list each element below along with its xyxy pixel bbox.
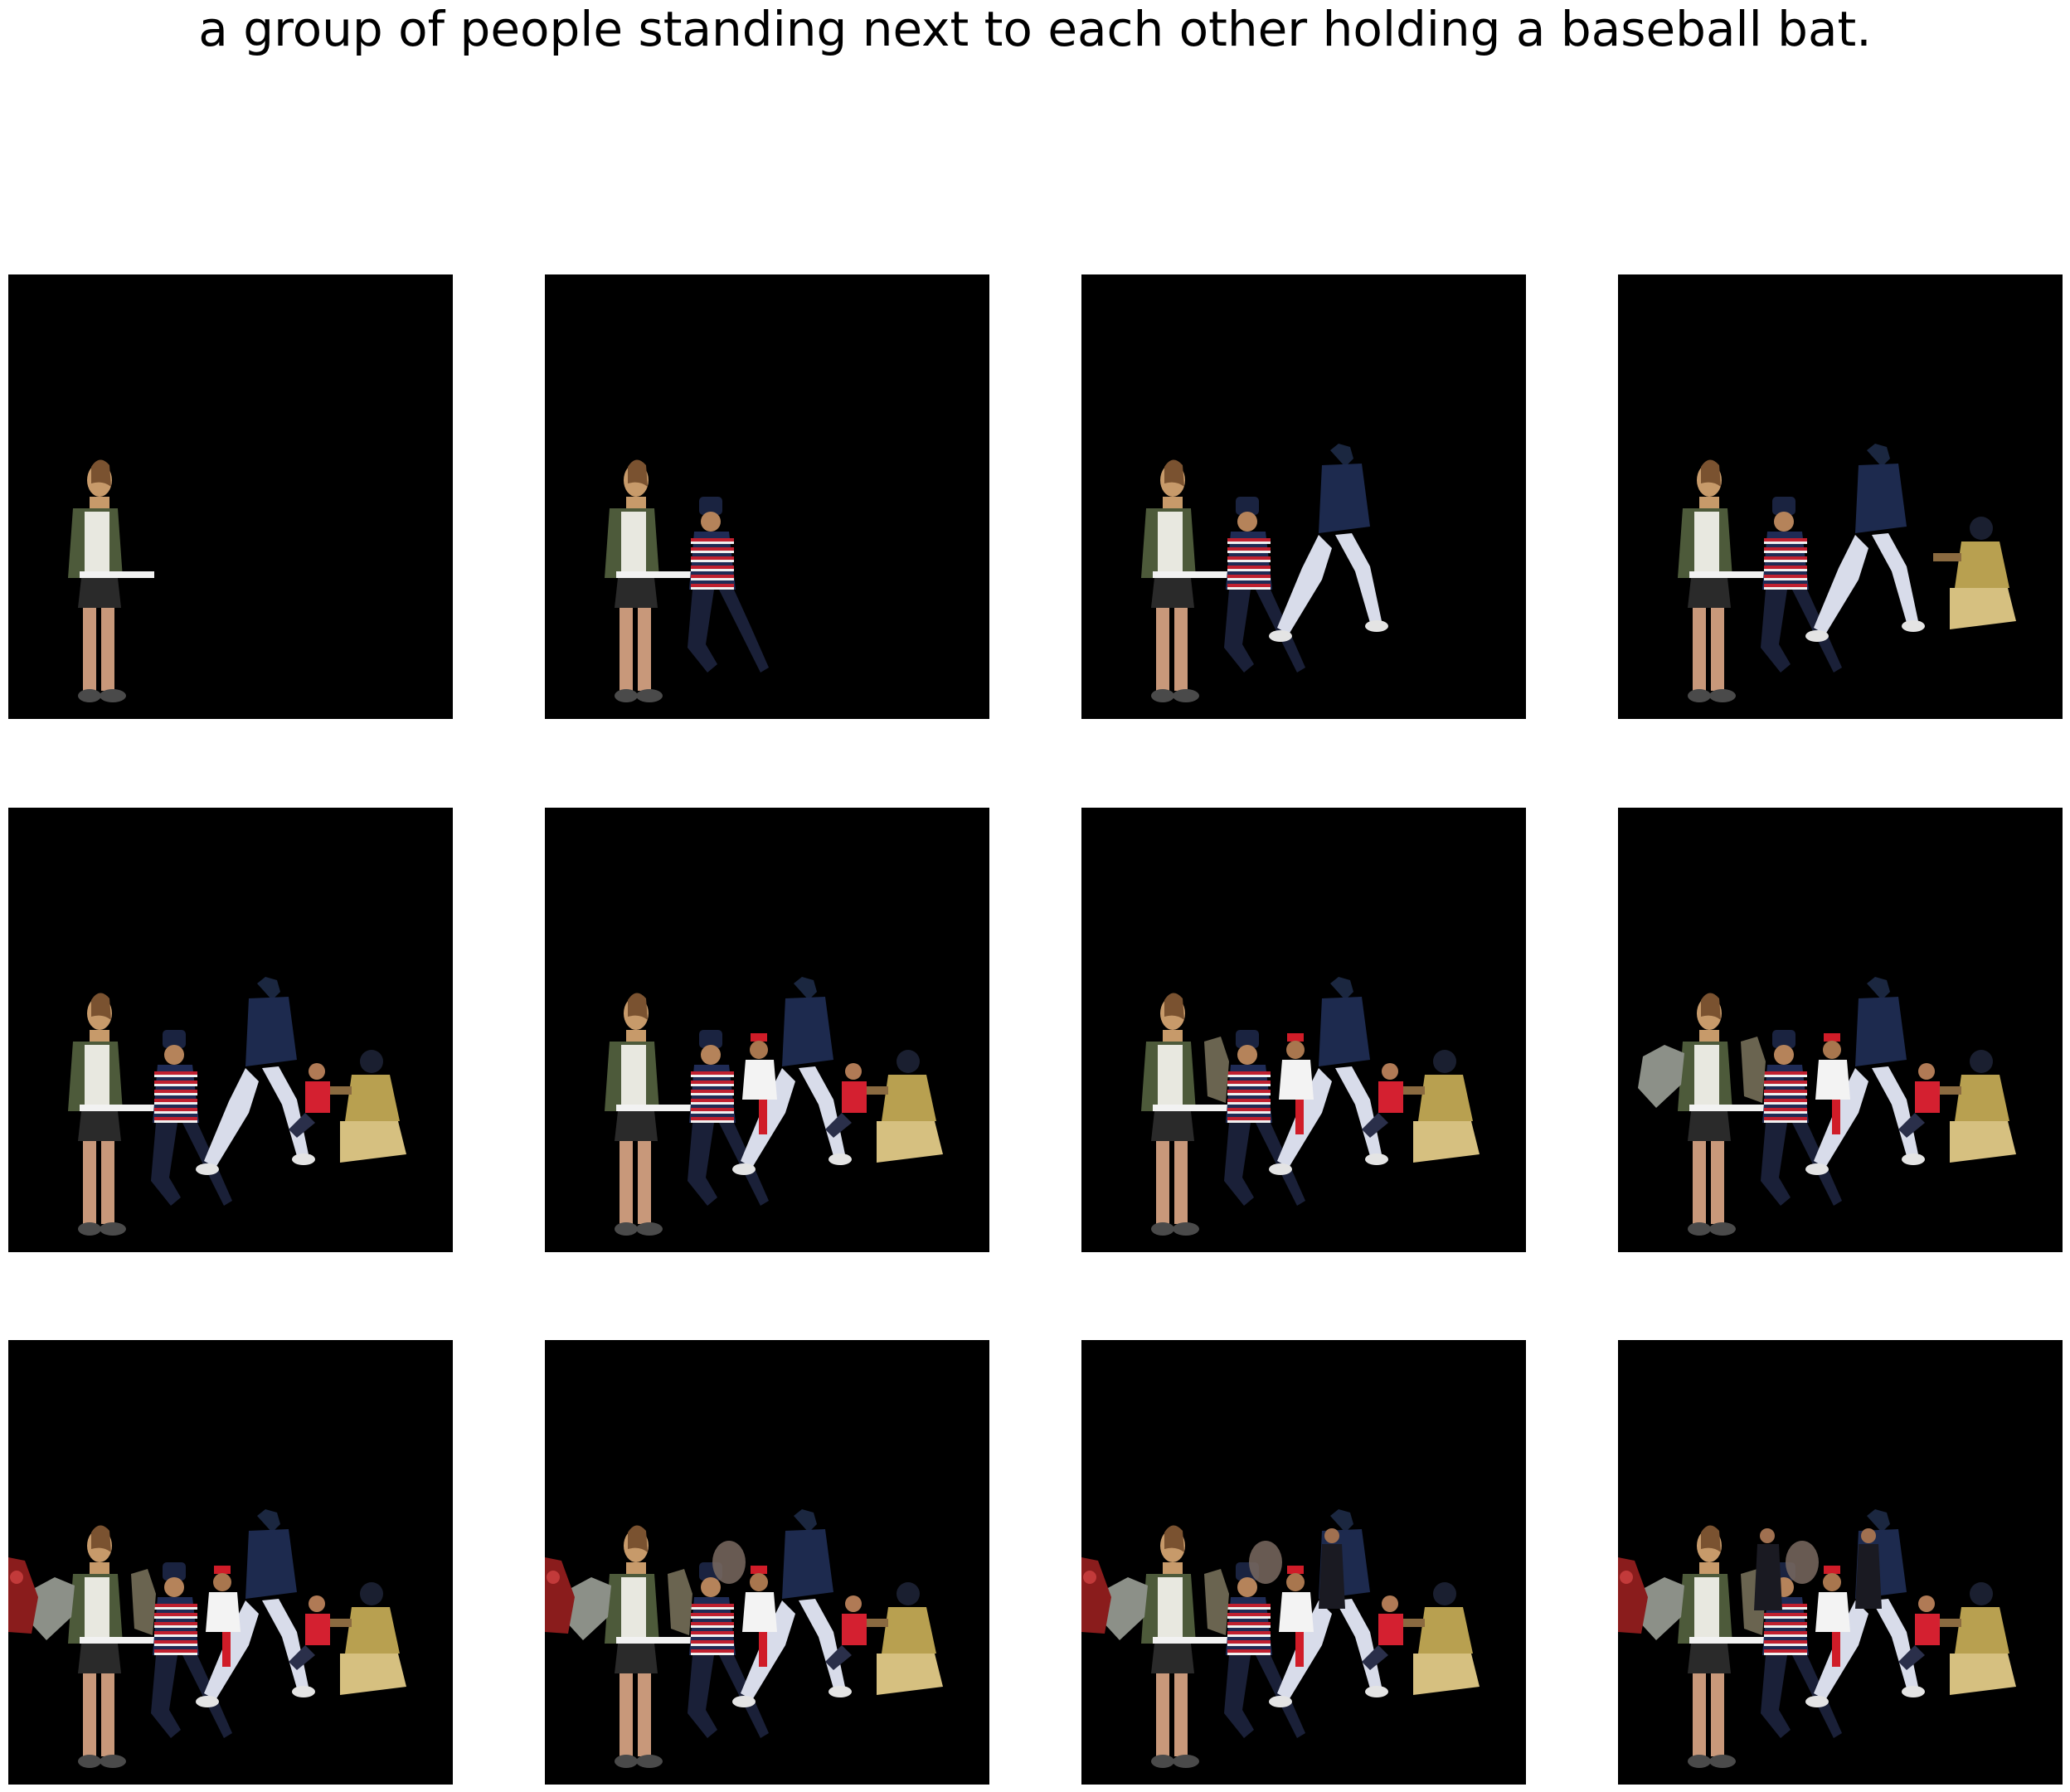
panel-image xyxy=(1618,1509,2016,1768)
white-player-figure xyxy=(742,1566,777,1667)
catcher-figure xyxy=(1397,1050,1480,1163)
striped-player-figure xyxy=(688,497,769,673)
striped-player-figure xyxy=(1224,1562,1305,1738)
partial-figure xyxy=(1204,1569,1229,1635)
woman-figure xyxy=(1141,459,1227,702)
partial-figure xyxy=(1204,1037,1229,1103)
catcher-figure xyxy=(323,1582,406,1695)
blurry-head-figure xyxy=(1249,1541,1282,1584)
white-player-figure xyxy=(1279,1566,1314,1667)
red-player-figure xyxy=(825,1595,867,1670)
image-panel-1 xyxy=(8,274,453,719)
partial-figure xyxy=(131,1569,156,1635)
woman-figure xyxy=(1141,993,1227,1236)
woman-figure xyxy=(605,459,691,702)
batter-figure xyxy=(1805,444,1925,642)
grey-blob-figure xyxy=(28,1577,75,1640)
grey-blob-figure xyxy=(1638,1045,1684,1108)
white-player-figure xyxy=(1815,1033,1850,1134)
white-player-figure xyxy=(742,1033,777,1134)
image-panel-8 xyxy=(1618,808,2063,1252)
image-panel-10 xyxy=(545,1340,989,1785)
woman-figure xyxy=(68,459,154,702)
panel-image xyxy=(605,977,943,1236)
partial-figure xyxy=(1741,1037,1766,1103)
batter-figure xyxy=(196,1509,315,1707)
grey-blob-figure xyxy=(1638,1577,1684,1640)
woman-figure xyxy=(1678,459,1764,702)
panel-image xyxy=(68,459,154,702)
woman-figure xyxy=(68,993,154,1236)
blurry-head-figure xyxy=(712,1541,746,1584)
left-edge-figure xyxy=(1618,1557,1648,1634)
batter-figure xyxy=(1269,444,1388,642)
partial-figure xyxy=(668,1569,692,1635)
dark-standing-figure xyxy=(1855,1528,1882,1609)
panel-image xyxy=(605,459,769,702)
striped-player-figure xyxy=(151,1030,232,1206)
striped-player-figure xyxy=(1761,1030,1842,1206)
striped-player-figure xyxy=(688,1030,769,1206)
red-player-figure xyxy=(1898,1595,1940,1670)
catcher-figure xyxy=(1933,1582,2016,1695)
woman-figure xyxy=(1678,993,1764,1236)
panel-image xyxy=(68,977,406,1236)
left-edge-figure xyxy=(1081,1557,1111,1634)
white-player-figure xyxy=(1815,1566,1850,1667)
image-panel-6 xyxy=(545,808,989,1252)
image-panel-3 xyxy=(1081,274,1526,719)
catcher-figure xyxy=(860,1582,943,1695)
image-panel-7 xyxy=(1081,808,1526,1252)
woman-figure xyxy=(1678,1525,1764,1768)
catcher-figure xyxy=(323,1050,406,1163)
image-panel-11 xyxy=(1081,1340,1526,1785)
striped-player-figure xyxy=(1761,1562,1842,1738)
left-edge-figure xyxy=(8,1557,38,1634)
catcher-figure xyxy=(1397,1582,1480,1695)
panel-image xyxy=(545,1509,943,1768)
striped-player-figure xyxy=(1224,1030,1305,1206)
dark-left-figure xyxy=(1754,1528,1782,1610)
white-player-figure xyxy=(1279,1033,1314,1134)
woman-figure xyxy=(605,1525,691,1768)
striped-player-figure xyxy=(1224,497,1305,673)
red-player-figure xyxy=(1362,1063,1403,1138)
panel-image xyxy=(1141,444,1388,702)
woman-figure xyxy=(1141,1525,1227,1768)
panel-image xyxy=(1141,977,1480,1236)
striped-player-figure xyxy=(1761,497,1842,673)
panel-image xyxy=(1081,1509,1480,1768)
grey-blob-figure xyxy=(1101,1577,1148,1640)
panel-image xyxy=(8,1509,406,1768)
red-player-figure xyxy=(1362,1595,1403,1670)
blurry-head-figure xyxy=(1786,1541,1819,1584)
striped-player-figure xyxy=(151,1562,232,1738)
panel-image xyxy=(1678,444,2016,702)
catcher-figure xyxy=(860,1050,943,1163)
left-edge-figure xyxy=(545,1557,575,1634)
image-panel-4 xyxy=(1618,274,2063,719)
dark-standing-figure xyxy=(1319,1528,1345,1609)
image-panel-2 xyxy=(545,274,989,719)
red-player-figure xyxy=(825,1063,867,1138)
catcher-figure xyxy=(1933,1050,2016,1163)
batter-figure xyxy=(196,977,315,1175)
panel-image xyxy=(1638,977,2016,1236)
red-player-figure xyxy=(289,1595,330,1670)
batter-figure xyxy=(1805,977,1925,1175)
figure-caption: a group of people standing next to each … xyxy=(198,1,1872,57)
red-player-figure xyxy=(289,1063,330,1138)
woman-figure xyxy=(68,1525,154,1768)
white-player-figure xyxy=(206,1566,241,1667)
red-player-figure xyxy=(1898,1063,1940,1138)
grey-blob-figure xyxy=(565,1577,611,1640)
image-panel-9 xyxy=(8,1340,453,1785)
woman-figure xyxy=(605,993,691,1236)
catcher-figure xyxy=(1933,517,2016,629)
image-panel-5 xyxy=(8,808,453,1252)
image-panel-12 xyxy=(1618,1340,2063,1785)
